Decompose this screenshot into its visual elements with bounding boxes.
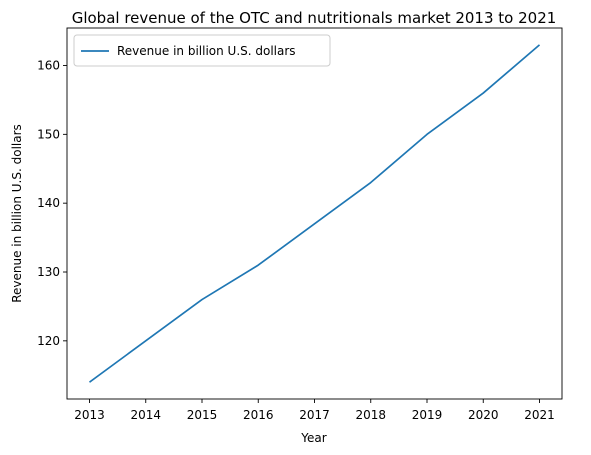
chart-title: Global revenue of the OTC and nutritiona… [72, 9, 557, 27]
legend-box [73, 34, 331, 67]
series-line-revenue [88, 44, 541, 383]
y-tick-label: 140 [37, 196, 60, 210]
y-tick-label: 160 [37, 59, 60, 73]
plot-frame [66, 27, 563, 400]
y-axis-ticks: 120 130 140 150 160 [37, 59, 67, 348]
x-tick-label: 2021 [524, 408, 555, 422]
y-tick-label: 150 [37, 127, 60, 141]
x-tick-label: 2016 [243, 408, 274, 422]
x-axis-label: Year [300, 431, 326, 445]
x-axis-ticks: 2013 2014 2015 2016 2017 2018 2019 2020 2021 [74, 399, 555, 422]
y-axis-label: Revenue in billion U.S. dollars [10, 124, 24, 303]
y-tick-label: 120 [37, 334, 60, 348]
x-tick-label: 2015 [187, 408, 218, 422]
x-tick-label: 2017 [299, 408, 330, 422]
legend: Revenue in billion U.S. dollars [73, 34, 331, 67]
y-tick-label: 130 [37, 265, 60, 279]
x-tick-label: 2013 [74, 408, 105, 422]
x-tick-label: 2019 [412, 408, 443, 422]
x-tick-label: 2014 [130, 408, 161, 422]
plot-area: 2013 2014 2015 2016 2017 2018 2019 2020 2021 120… [37, 27, 563, 422]
series-layer [88, 44, 541, 383]
x-tick-label: 2020 [468, 408, 499, 422]
x-tick-label: 2018 [355, 408, 386, 422]
legend-entry-revenue: Revenue in billion U.S. dollars [117, 44, 296, 58]
